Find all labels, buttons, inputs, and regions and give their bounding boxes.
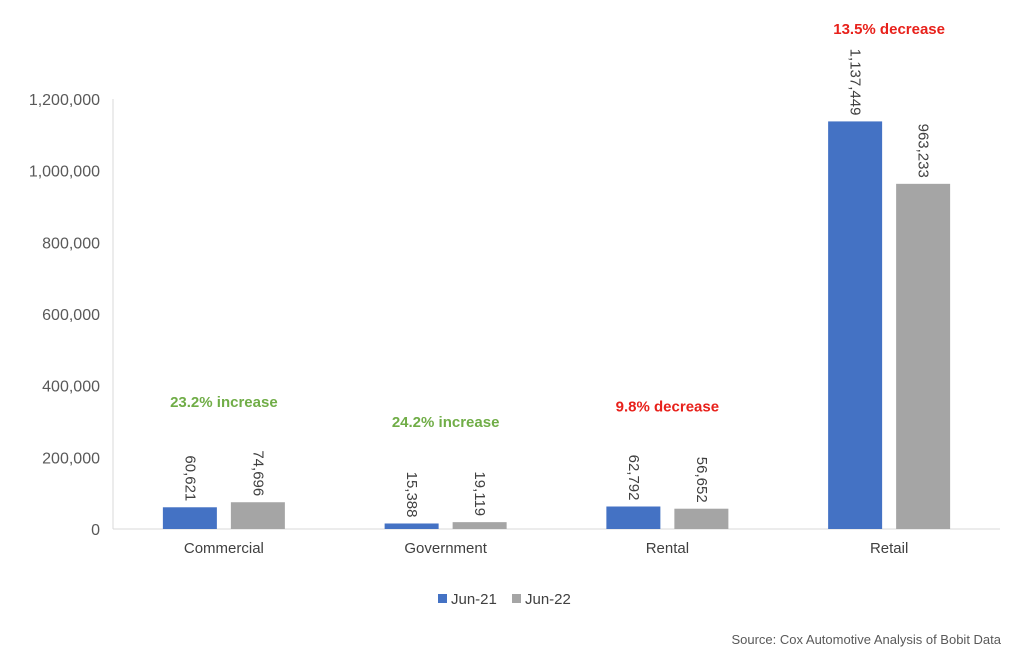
bar-value-label: 60,621 (181, 455, 198, 501)
bar-jun-22-rental (674, 508, 729, 529)
bar-value-label: 963,233 (915, 124, 932, 178)
legend: Jun-21 Jun-22 (438, 591, 571, 608)
legend-label: Jun-22 (525, 591, 571, 608)
x-tick-label: Commercial (184, 540, 264, 557)
annotations: 23.2% increase 24.2% increase 9.8% decreas… (170, 21, 945, 431)
y-tick-label: 1,000,000 (29, 164, 100, 181)
bar-jun-21-commercial (162, 507, 217, 529)
y-tick-label: 400,000 (42, 379, 100, 396)
x-tick-label: Government (404, 540, 487, 557)
x-tick-label: Rental (646, 540, 689, 557)
source-note: Source: Cox Automotive Analysis of Bobit… (731, 632, 1001, 647)
bars (162, 121, 951, 530)
bar-value-label: 15,388 (403, 472, 420, 518)
bar-jun-21-retail (828, 121, 883, 529)
x-axis: Commercial Government Rental Retail (113, 528, 1000, 557)
bar-value-label: 19,119 (471, 471, 488, 516)
bar-jun-22-retail (896, 183, 951, 530)
bar-value-label: 62,792 (625, 455, 642, 501)
y-tick-label: 1,200,000 (29, 92, 100, 109)
y-tick-label: 800,000 (42, 235, 100, 252)
value-labels: 60,621 74,696 15,388 19,119 62,792 56,652 1,13… (181, 49, 931, 518)
bar-jun-22-commercial (230, 502, 285, 529)
change-annotation: 23.2% increase (170, 394, 278, 411)
legend-label: Jun-21 (451, 591, 497, 608)
legend-swatch (438, 594, 447, 603)
y-tick-label: 200,000 (42, 450, 100, 467)
change-annotation: 13.5% decrease (833, 21, 945, 38)
bar-jun-21-government (384, 523, 439, 529)
y-tick-label: 600,000 (42, 307, 100, 324)
change-annotation: 24.2% increase (392, 414, 500, 431)
x-tick-label: Retail (870, 540, 908, 557)
bar-jun-21-rental (606, 506, 661, 529)
bar-value-label: 74,696 (249, 450, 266, 496)
legend-swatch (512, 594, 521, 603)
bar-value-label: 56,652 (693, 457, 710, 503)
bar-jun-22-government (452, 522, 507, 529)
bar-value-label: 1,137,449 (847, 49, 864, 116)
change-annotation: 9.8% decrease (616, 398, 719, 415)
y-tick-label: 0 (91, 522, 100, 539)
y-axis: 0 200,000 400,000 600,000 800,000 1,000,000 1,… (29, 92, 114, 539)
